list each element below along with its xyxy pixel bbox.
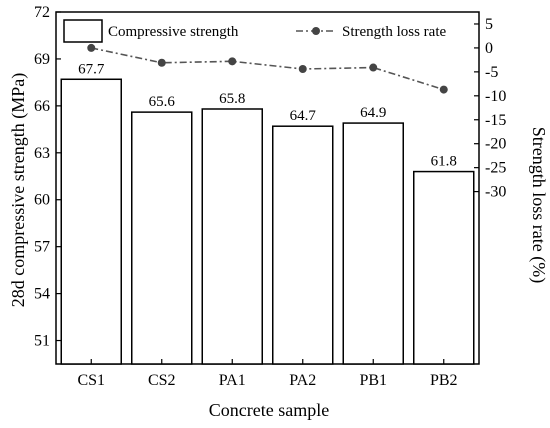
loss-point-PB2 [439,85,448,94]
y-right-tick-label: -15 [485,112,506,129]
bar-value-label-CS1: 67.7 [78,61,105,77]
bar-value-label-PB1: 64.9 [360,105,386,121]
y-right-tick-label: -5 [485,64,498,81]
x-tick-label-PA2: PA2 [289,372,316,389]
y-right-tick-label: -10 [485,88,506,105]
x-axis-title: Concrete sample [209,400,329,420]
loss-point-CS2 [157,58,166,67]
y-axis-right-ticks: 5 0 -5 -10 -15 -20 -25 -30 [474,16,506,201]
loss-point-PA1 [228,57,237,66]
y-left-tick-label: 63 [34,145,50,162]
loss-point-PA2 [298,64,307,73]
x-tick-label-PA1: PA1 [219,372,246,389]
x-tick-label-CS2: CS2 [148,372,176,389]
y-left-tick-label: 51 [34,333,50,350]
bar-PB1 [342,122,404,365]
bars-layer [60,78,475,365]
bar-CS2 [131,111,193,365]
x-tick-label-PB1: PB1 [359,372,387,389]
legend-line-marker [312,27,320,35]
y-left-tick-label: 60 [34,192,50,209]
legend-bar-swatch [63,19,103,43]
y-left-tick-label: 54 [34,286,50,303]
y-left-tick-label: 72 [34,4,50,21]
plot-frame [55,11,480,365]
y-right-tick-label: 0 [485,40,493,57]
legend: Compressive strength Strength loss rate [63,19,446,43]
data-labels-layer: 67.7 65.6 65.8 64.7 64.9 61.8 [78,61,457,169]
loss-point-PB1 [369,63,378,72]
bar-value-label-PA1: 65.8 [219,91,245,107]
y-right-tick-label: -30 [485,184,506,201]
bar-value-label-CS2: 65.6 [149,94,176,110]
bar-value-label-PA2: 64.7 [290,108,317,124]
y-left-tick-label: 57 [34,239,50,256]
x-tick-label-PB2: PB2 [430,372,458,389]
plot-area [55,11,480,365]
y-right-tick-label: -25 [485,160,506,177]
strength-loss-line [91,47,444,91]
bar-PA1 [201,108,263,365]
legend-line-label: Strength loss rate [342,24,446,40]
y-axis-right-title: Strength loss rate (%) [528,127,549,283]
y-right-tick-label: 5 [485,16,493,33]
y-left-tick-label: 66 [34,98,50,115]
bar-value-label-PB2: 61.8 [431,154,457,170]
loss-point-CS1 [87,43,96,52]
legend-bar-label: Compressive strength [108,24,239,40]
x-tick-label-CS1: CS1 [77,372,105,389]
bar-CS1 [60,78,122,365]
bar-PA2 [272,125,334,365]
bar-PB2 [413,170,475,365]
loss-line-layer [87,43,448,94]
y-axis-left-ticks: 51 54 57 60 63 66 69 72 [34,4,61,350]
y-axis-left-title: 28d compressive strength (MPa) [8,73,29,307]
x-axis-ticks: CS1 CS2 PA1 PA2 PB1 PB2 [77,359,458,389]
y-right-tick-label: -20 [485,136,506,153]
y-left-tick-label: 69 [34,51,50,68]
